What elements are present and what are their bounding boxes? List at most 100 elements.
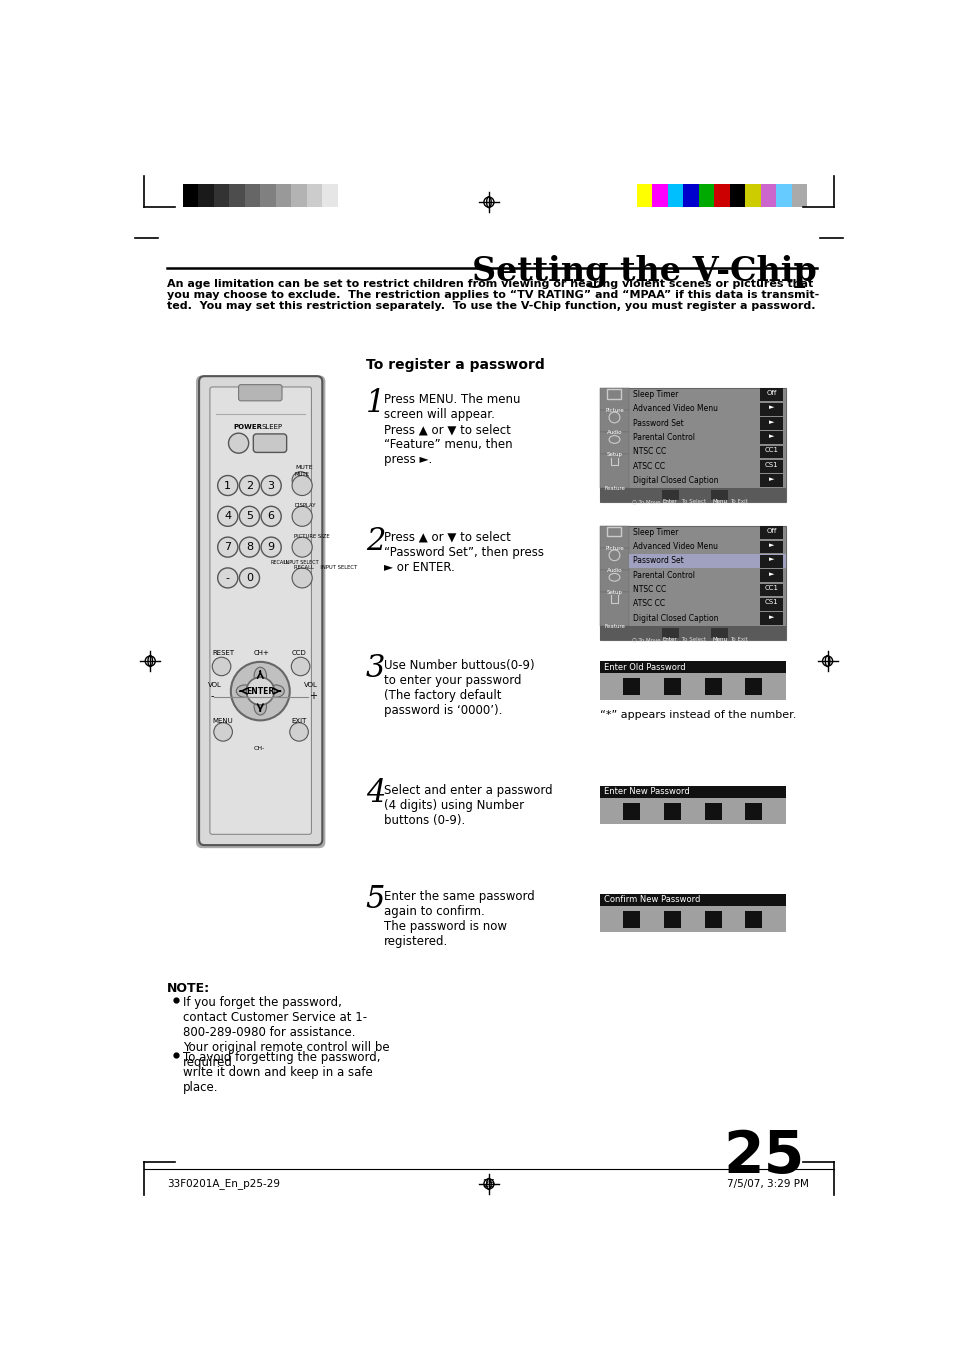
Bar xyxy=(652,184,667,207)
Bar xyxy=(622,802,639,820)
Text: Advanced Video Menu: Advanced Video Menu xyxy=(633,404,718,413)
Text: ►: ► xyxy=(768,432,774,439)
Text: Advanced Video Menu: Advanced Video Menu xyxy=(633,542,718,551)
Bar xyxy=(291,184,307,207)
Text: CS1: CS1 xyxy=(764,462,778,467)
Bar xyxy=(599,907,785,932)
Text: 1: 1 xyxy=(224,481,231,490)
Text: Enter: Enter xyxy=(661,638,677,642)
Text: you may choose to exclude.  The restriction applies to “TV RATING” and “MPAA” if: you may choose to exclude. The restricti… xyxy=(167,290,819,300)
Bar xyxy=(744,184,760,207)
Bar xyxy=(183,184,198,207)
Circle shape xyxy=(292,507,312,527)
Text: 0: 0 xyxy=(246,573,253,582)
Text: Press ▲ or ▼ to select
“Password Set”, then press
► or ENTER.: Press ▲ or ▼ to select “Password Set”, t… xyxy=(384,531,544,574)
Ellipse shape xyxy=(236,685,253,697)
Bar xyxy=(629,554,785,569)
Circle shape xyxy=(261,476,281,496)
Text: To Exit: To Exit xyxy=(729,500,747,504)
Bar xyxy=(637,184,652,207)
Circle shape xyxy=(292,538,312,557)
Bar xyxy=(622,678,639,694)
Text: MUTE: MUTE xyxy=(294,473,309,477)
Text: Audio: Audio xyxy=(606,430,621,435)
Text: Confirm New Password: Confirm New Password xyxy=(603,896,700,904)
Circle shape xyxy=(239,507,259,527)
Text: ►: ► xyxy=(768,404,774,411)
Text: 1: 1 xyxy=(365,388,385,419)
Text: Off: Off xyxy=(766,390,776,396)
Bar xyxy=(699,184,714,207)
Text: ATSC CC: ATSC CC xyxy=(633,462,664,470)
Text: 8: 8 xyxy=(246,542,253,553)
Text: To avoid forgetting the password,
write it down and keep in a safe
place.: To avoid forgetting the password, write … xyxy=(183,1051,380,1094)
Bar xyxy=(663,802,680,820)
Text: Sleep Timer: Sleep Timer xyxy=(633,528,678,536)
Text: Press MENU. The menu
screen will appear.
Press ▲ or ▼ to select
“Feature” menu, : Press MENU. The menu screen will appear.… xyxy=(384,393,520,466)
Circle shape xyxy=(217,538,237,557)
Text: Digital Closed Caption: Digital Closed Caption xyxy=(633,476,718,485)
Text: To Select: To Select xyxy=(679,500,706,504)
Bar xyxy=(744,678,761,694)
Text: NOTE:: NOTE: xyxy=(167,982,211,996)
FancyBboxPatch shape xyxy=(210,386,311,835)
Text: -: - xyxy=(211,692,214,701)
Circle shape xyxy=(291,657,310,676)
FancyBboxPatch shape xyxy=(195,376,325,848)
Text: INPUT SELECT: INPUT SELECT xyxy=(284,561,318,565)
Text: CC1: CC1 xyxy=(764,447,778,453)
Text: 3: 3 xyxy=(365,654,385,685)
Bar xyxy=(760,431,782,444)
Text: ►: ► xyxy=(768,570,774,577)
Text: CS1: CS1 xyxy=(764,600,778,605)
Text: MUTE: MUTE xyxy=(294,465,313,470)
Text: SLEEP: SLEEP xyxy=(261,424,283,430)
Bar xyxy=(661,490,679,500)
Text: 5: 5 xyxy=(365,885,385,916)
Bar xyxy=(661,628,679,638)
Text: 5: 5 xyxy=(246,511,253,521)
Text: Enter: Enter xyxy=(661,500,677,504)
Bar xyxy=(599,454,629,488)
Circle shape xyxy=(290,723,308,742)
Text: 2: 2 xyxy=(365,526,385,557)
Bar xyxy=(760,417,782,430)
Text: Menu: Menu xyxy=(711,500,726,504)
Bar xyxy=(760,569,782,582)
Text: Off: Off xyxy=(766,528,776,534)
Bar xyxy=(337,184,353,207)
Bar xyxy=(599,526,629,547)
Text: 9: 9 xyxy=(267,542,274,553)
Text: CCD: CCD xyxy=(291,650,306,655)
Text: RECALL    INPUT SELECT: RECALL INPUT SELECT xyxy=(294,565,357,570)
Bar xyxy=(322,184,337,207)
Circle shape xyxy=(292,476,312,496)
Bar xyxy=(663,911,680,928)
Bar xyxy=(599,592,629,626)
Ellipse shape xyxy=(253,698,266,715)
Circle shape xyxy=(212,657,231,676)
Text: Audio: Audio xyxy=(606,567,621,573)
Bar xyxy=(667,184,682,207)
Text: Menu: Menu xyxy=(711,638,726,642)
Bar xyxy=(744,911,761,928)
Bar xyxy=(682,184,699,207)
Text: CH+: CH+ xyxy=(253,650,270,655)
Ellipse shape xyxy=(267,685,284,697)
FancyBboxPatch shape xyxy=(199,376,322,846)
Bar xyxy=(599,409,629,432)
Text: ►: ► xyxy=(768,476,774,482)
Text: MENU: MENU xyxy=(212,719,233,724)
Text: Setup: Setup xyxy=(606,453,621,457)
Bar xyxy=(760,555,782,567)
Bar xyxy=(760,612,782,626)
Text: 4: 4 xyxy=(224,511,231,521)
Bar xyxy=(599,570,629,592)
Text: Digital Closed Caption: Digital Closed Caption xyxy=(633,613,718,623)
Text: 2: 2 xyxy=(246,481,253,490)
Bar xyxy=(704,678,720,694)
Bar xyxy=(245,184,260,207)
Text: Select and enter a password
(4 digits) using Number
buttons (0-9).: Select and enter a password (4 digits) u… xyxy=(384,784,553,827)
Bar xyxy=(760,403,782,416)
Text: Enter Old Password: Enter Old Password xyxy=(603,662,684,671)
